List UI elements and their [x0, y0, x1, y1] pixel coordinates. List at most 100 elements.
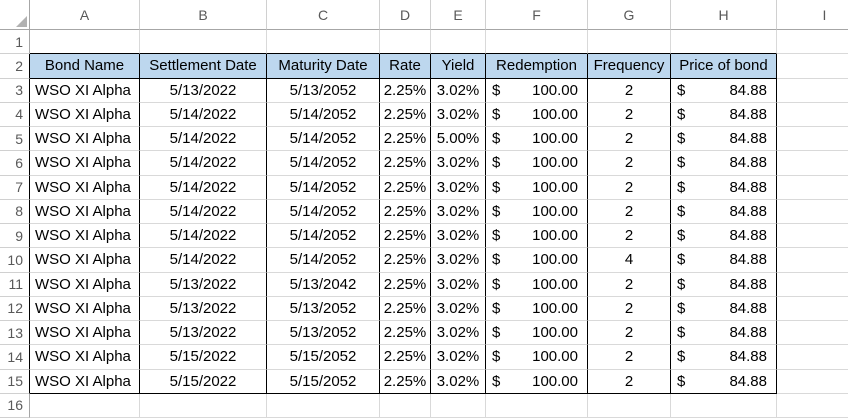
cell-D4[interactable]: 2.25%: [380, 102, 431, 127]
column-header-A[interactable]: A: [30, 0, 140, 30]
cell-C11[interactable]: 5/13/2042: [267, 272, 380, 297]
cell-B4[interactable]: 5/14/2022: [140, 102, 267, 127]
cell-G4[interactable]: 2: [588, 102, 671, 127]
cell-G13[interactable]: 2: [588, 321, 671, 346]
cell-B16[interactable]: [140, 393, 267, 418]
cell-C2[interactable]: Maturity Date: [267, 54, 380, 79]
cell-A8[interactable]: WSO XI Alpha: [30, 199, 140, 224]
column-header-B[interactable]: B: [140, 0, 267, 30]
cell-A10[interactable]: WSO XI Alpha: [30, 248, 140, 273]
cell-C9[interactable]: 5/14/2052: [267, 224, 380, 249]
cell-I10[interactable]: [777, 248, 848, 273]
cell-I6[interactable]: [777, 151, 848, 176]
cell-B1[interactable]: [140, 30, 267, 55]
cell-H15[interactable]: $84.88: [671, 369, 777, 394]
row-header-4[interactable]: 4: [0, 102, 30, 127]
cell-G3[interactable]: 2: [588, 78, 671, 103]
row-header-16[interactable]: 16: [0, 393, 30, 418]
cell-B6[interactable]: 5/14/2022: [140, 151, 267, 176]
row-header-14[interactable]: 14: [0, 345, 30, 370]
row-header-3[interactable]: 3: [0, 78, 30, 103]
row-header-7[interactable]: 7: [0, 175, 30, 200]
cell-F14[interactable]: $100.00: [486, 345, 588, 370]
cell-I4[interactable]: [777, 102, 848, 127]
column-header-H[interactable]: H: [671, 0, 777, 30]
cell-D2[interactable]: Rate: [380, 54, 431, 79]
cell-I14[interactable]: [777, 345, 848, 370]
row-header-5[interactable]: 5: [0, 127, 30, 152]
cell-G5[interactable]: 2: [588, 127, 671, 152]
row-header-6[interactable]: 6: [0, 151, 30, 176]
column-header-F[interactable]: F: [486, 0, 588, 30]
cell-A11[interactable]: WSO XI Alpha: [30, 272, 140, 297]
cell-B2[interactable]: Settlement Date: [140, 54, 267, 79]
cell-G6[interactable]: 2: [588, 151, 671, 176]
cell-I7[interactable]: [777, 175, 848, 200]
cell-G11[interactable]: 2: [588, 272, 671, 297]
cell-B15[interactable]: 5/15/2022: [140, 369, 267, 394]
cell-E6[interactable]: 3.02%: [431, 151, 486, 176]
column-header-C[interactable]: C: [267, 0, 380, 30]
cell-C10[interactable]: 5/14/2052: [267, 248, 380, 273]
cell-D8[interactable]: 2.25%: [380, 199, 431, 224]
cell-I3[interactable]: [777, 78, 848, 103]
cell-B9[interactable]: 5/14/2022: [140, 224, 267, 249]
cell-C6[interactable]: 5/14/2052: [267, 151, 380, 176]
row-header-10[interactable]: 10: [0, 248, 30, 273]
cell-D14[interactable]: 2.25%: [380, 345, 431, 370]
cell-H3[interactable]: $84.88: [671, 78, 777, 103]
column-header-D[interactable]: D: [380, 0, 431, 30]
cell-F15[interactable]: $100.00: [486, 369, 588, 394]
cell-I16[interactable]: [777, 393, 848, 418]
cell-D16[interactable]: [380, 393, 431, 418]
cell-I13[interactable]: [777, 321, 848, 346]
cell-I15[interactable]: [777, 369, 848, 394]
row-header-13[interactable]: 13: [0, 321, 30, 346]
cell-E16[interactable]: [431, 393, 486, 418]
cell-E3[interactable]: 3.02%: [431, 78, 486, 103]
cell-C7[interactable]: 5/14/2052: [267, 175, 380, 200]
row-header-12[interactable]: 12: [0, 296, 30, 321]
cell-A3[interactable]: WSO XI Alpha: [30, 78, 140, 103]
cell-B8[interactable]: 5/14/2022: [140, 199, 267, 224]
cell-F1[interactable]: [486, 30, 588, 55]
cell-C3[interactable]: 5/13/2052: [267, 78, 380, 103]
cell-D7[interactable]: 2.25%: [380, 175, 431, 200]
cell-A4[interactable]: WSO XI Alpha: [30, 102, 140, 127]
cell-H10[interactable]: $84.88: [671, 248, 777, 273]
cell-F8[interactable]: $100.00: [486, 199, 588, 224]
cell-B3[interactable]: 5/13/2022: [140, 78, 267, 103]
cell-G16[interactable]: [588, 393, 671, 418]
cell-D13[interactable]: 2.25%: [380, 321, 431, 346]
cell-E13[interactable]: 3.02%: [431, 321, 486, 346]
cell-I8[interactable]: [777, 199, 848, 224]
cell-D1[interactable]: [380, 30, 431, 55]
cell-A13[interactable]: WSO XI Alpha: [30, 321, 140, 346]
cell-F11[interactable]: $100.00: [486, 272, 588, 297]
cell-G2[interactable]: Frequency: [588, 54, 671, 79]
cell-D11[interactable]: 2.25%: [380, 272, 431, 297]
cell-B14[interactable]: 5/15/2022: [140, 345, 267, 370]
cell-H8[interactable]: $84.88: [671, 199, 777, 224]
cell-D3[interactable]: 2.25%: [380, 78, 431, 103]
cell-F13[interactable]: $100.00: [486, 321, 588, 346]
cell-I5[interactable]: [777, 127, 848, 152]
cell-F4[interactable]: $100.00: [486, 102, 588, 127]
cell-C1[interactable]: [267, 30, 380, 55]
cell-E2[interactable]: Yield: [431, 54, 486, 79]
cell-A15[interactable]: WSO XI Alpha: [30, 369, 140, 394]
cell-I2[interactable]: [777, 54, 848, 79]
cell-A16[interactable]: [30, 393, 140, 418]
cell-H12[interactable]: $84.88: [671, 296, 777, 321]
cell-G1[interactable]: [588, 30, 671, 55]
cell-C8[interactable]: 5/14/2052: [267, 199, 380, 224]
cell-B10[interactable]: 5/14/2022: [140, 248, 267, 273]
cell-I9[interactable]: [777, 224, 848, 249]
cell-E4[interactable]: 3.02%: [431, 102, 486, 127]
cell-A2[interactable]: Bond Name: [30, 54, 140, 79]
cell-F5[interactable]: $100.00: [486, 127, 588, 152]
cell-A1[interactable]: [30, 30, 140, 55]
cell-H7[interactable]: $84.88: [671, 175, 777, 200]
row-header-11[interactable]: 11: [0, 272, 30, 297]
cell-A7[interactable]: WSO XI Alpha: [30, 175, 140, 200]
